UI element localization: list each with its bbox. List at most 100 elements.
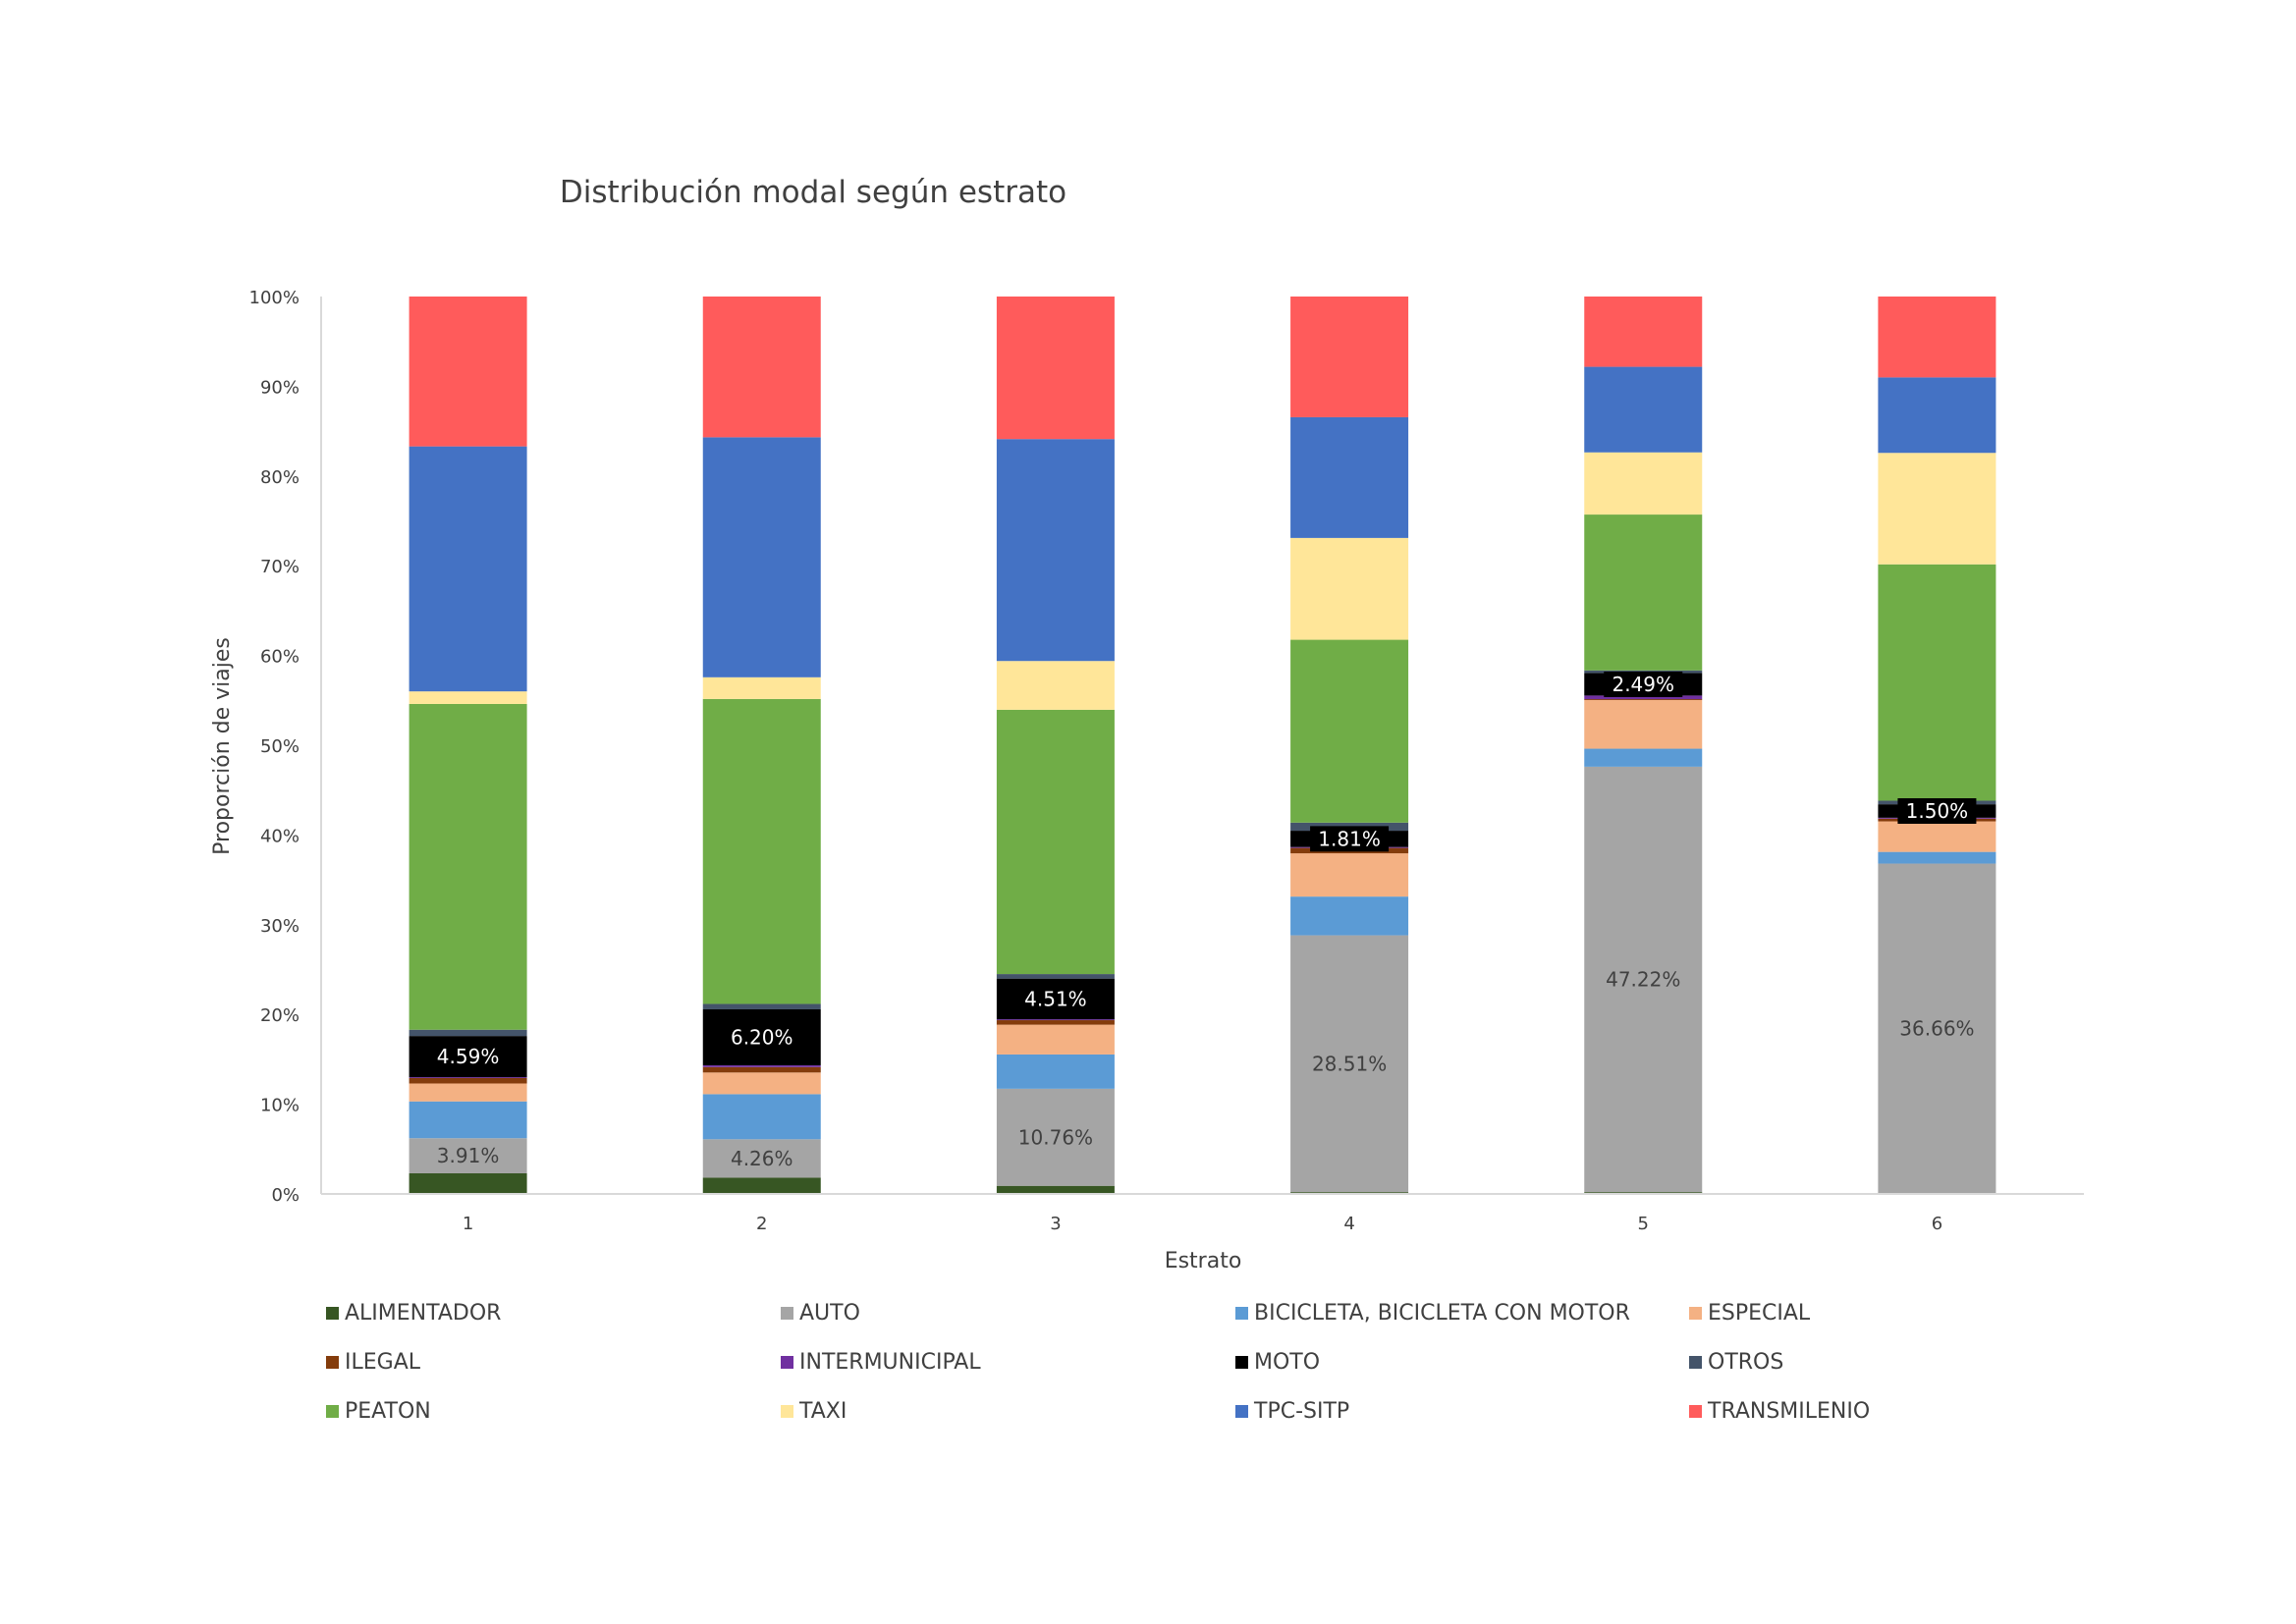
legend-swatch-peaton <box>326 1405 339 1418</box>
bar-segment-transmilenio <box>702 297 821 438</box>
y-tick-label: 0% <box>271 1185 300 1206</box>
data-label-moto: 4.51% <box>1024 987 1087 1010</box>
legend-swatch-ilegal <box>326 1356 339 1369</box>
bar-segment-ilegal <box>409 1078 527 1084</box>
legend-label-ilegal: ILEGAL <box>345 1350 421 1375</box>
bar-segment-intermunicipal <box>409 1077 527 1079</box>
legend-label-transmilenio: TRANSMILENIO <box>1707 1399 1870 1424</box>
data-label-moto: 2.49% <box>1612 673 1674 696</box>
legend-swatch-otros <box>1689 1356 1702 1369</box>
y-tick-label: 70% <box>260 557 300 577</box>
bar-segment-alimentador <box>996 1185 1115 1194</box>
bar-segment-tpc-sitp <box>1878 377 1996 454</box>
x-tick-label: 1 <box>463 1214 473 1234</box>
bar-segment-especial <box>409 1083 527 1102</box>
y-tick-label: 80% <box>260 467 300 488</box>
bar-segment-tpc-sitp <box>409 446 527 692</box>
legend-label-especial: ESPECIAL <box>1708 1301 1811 1326</box>
bar-segment-peaton <box>409 703 527 1030</box>
bars <box>409 297 1996 1194</box>
legend-swatch-intermunicipal <box>781 1356 793 1369</box>
legend-swatch-moto <box>1235 1356 1248 1369</box>
data-label-box <box>1310 826 1390 852</box>
legend-swatch-transmilenio <box>1689 1405 1702 1418</box>
bar-segment-auto <box>1290 935 1409 1193</box>
y-axis-title: Proporción de viajes <box>210 637 235 855</box>
bar-segment-transmilenio <box>1878 297 1996 378</box>
bar-segment-auto <box>1878 863 1996 1194</box>
data-label-auto: 28.51% <box>1312 1052 1387 1075</box>
data-label-moto: 4.59% <box>437 1045 500 1068</box>
bar-segment-taxi <box>996 661 1115 710</box>
legend-label-auto: AUTO <box>799 1301 860 1326</box>
legend-label-otros: OTROS <box>1708 1350 1783 1375</box>
data-label-moto: 6.20% <box>731 1025 793 1049</box>
bar-segment-otros <box>409 1029 527 1037</box>
legend-swatch-taxi <box>781 1405 793 1418</box>
bar-segment-otros <box>702 1003 821 1009</box>
y-tick-label: 10% <box>260 1096 300 1116</box>
bar-segment-peaton <box>702 698 821 1004</box>
bar-segment-alimentador <box>409 1172 527 1194</box>
bar-segment-alimentador <box>702 1177 821 1194</box>
y-tick-label: 100% <box>249 288 300 308</box>
bar-segment-taxi <box>1878 453 1996 565</box>
data-label-box <box>1604 671 1683 697</box>
bar-segment-especial <box>702 1072 821 1095</box>
bar-segment-bicicleta-bicicleta-con-motor <box>409 1101 527 1139</box>
data-label-auto: 47.22% <box>1606 968 1680 992</box>
bar-segment-bicicleta-bicicleta-con-motor <box>996 1054 1115 1089</box>
bar-segment-intermunicipal <box>702 1064 821 1067</box>
bar-segment-intermunicipal <box>996 1019 1115 1021</box>
bar-segment-peaton <box>996 709 1115 975</box>
y-tick-label: 30% <box>260 916 300 937</box>
bar-segment-especial <box>1584 699 1703 749</box>
bar-segment-peaton <box>1584 514 1703 671</box>
bar-segment-ilegal <box>996 1020 1115 1025</box>
x-tick-label: 6 <box>1932 1214 1942 1234</box>
bar-segment-tpc-sitp <box>1290 416 1409 538</box>
bar-segment-taxi <box>702 677 821 699</box>
bar-segment-tpc-sitp <box>996 439 1115 662</box>
data-label-box <box>1015 986 1095 1012</box>
data-label-box <box>722 1024 801 1051</box>
data-label-auto: 4.26% <box>731 1147 793 1170</box>
bar-segment-auto <box>996 1088 1115 1186</box>
y-tick-label: 90% <box>260 377 300 398</box>
data-label-auto: 36.66% <box>1899 1016 1974 1040</box>
bar-segment-intermunicipal <box>1584 695 1703 700</box>
data-label-box <box>428 1044 508 1070</box>
chart-title: Distribución modal según estrato <box>560 175 1066 210</box>
legend-swatch-auto <box>781 1307 793 1320</box>
x-tick-label: 5 <box>1638 1214 1649 1234</box>
data-label-auto: 10.76% <box>1018 1125 1093 1149</box>
data-label-moto: 1.81% <box>1318 827 1381 850</box>
x-tick-label: 2 <box>756 1214 767 1234</box>
bar-segment-especial <box>1290 853 1409 897</box>
bar-segment-peaton <box>1290 639 1409 823</box>
x-tick-label: 3 <box>1050 1214 1061 1234</box>
bar-segment-otros <box>996 974 1115 979</box>
bar-segment-auto <box>1584 766 1703 1193</box>
legend-label-taxi: TAXI <box>798 1399 847 1424</box>
data-labels: 3.91% 4.26% 10.76% 28.51% 47.22% 36.66% 4.59% 6… <box>428 671 1977 1170</box>
bar-segment-bicicleta-bicicleta-con-motor <box>1584 748 1703 767</box>
y-axis-ticks: 0% 10% 20% 30% 40% 50% 60% 70% 80% 90% 100% <box>249 288 300 1206</box>
bar-segment-ilegal <box>1584 699 1703 700</box>
bar-segment-bicicleta-bicicleta-con-motor <box>702 1094 821 1140</box>
bar-segment-transmilenio <box>409 297 527 447</box>
legend-label-alimentador: ALIMENTADOR <box>345 1301 501 1326</box>
bar-segment-auto <box>409 1138 527 1173</box>
legend-label-moto: MOTO <box>1254 1350 1320 1375</box>
legend-swatch-bicicleta-bicicleta-con-motor <box>1235 1307 1248 1320</box>
y-tick-label: 40% <box>260 826 300 846</box>
y-tick-label: 20% <box>260 1005 300 1026</box>
bar-segment-auto <box>702 1139 821 1178</box>
bar-segment-tpc-sitp <box>702 437 821 677</box>
legend-label-peaton: PEATON <box>345 1399 431 1424</box>
x-tick-label: 4 <box>1343 1214 1354 1234</box>
bar-segment-especial <box>1878 821 1996 852</box>
legend-label-intermunicipal: INTERMUNICIPAL <box>799 1350 981 1375</box>
bar-segment-bicicleta-bicicleta-con-motor <box>1290 896 1409 936</box>
